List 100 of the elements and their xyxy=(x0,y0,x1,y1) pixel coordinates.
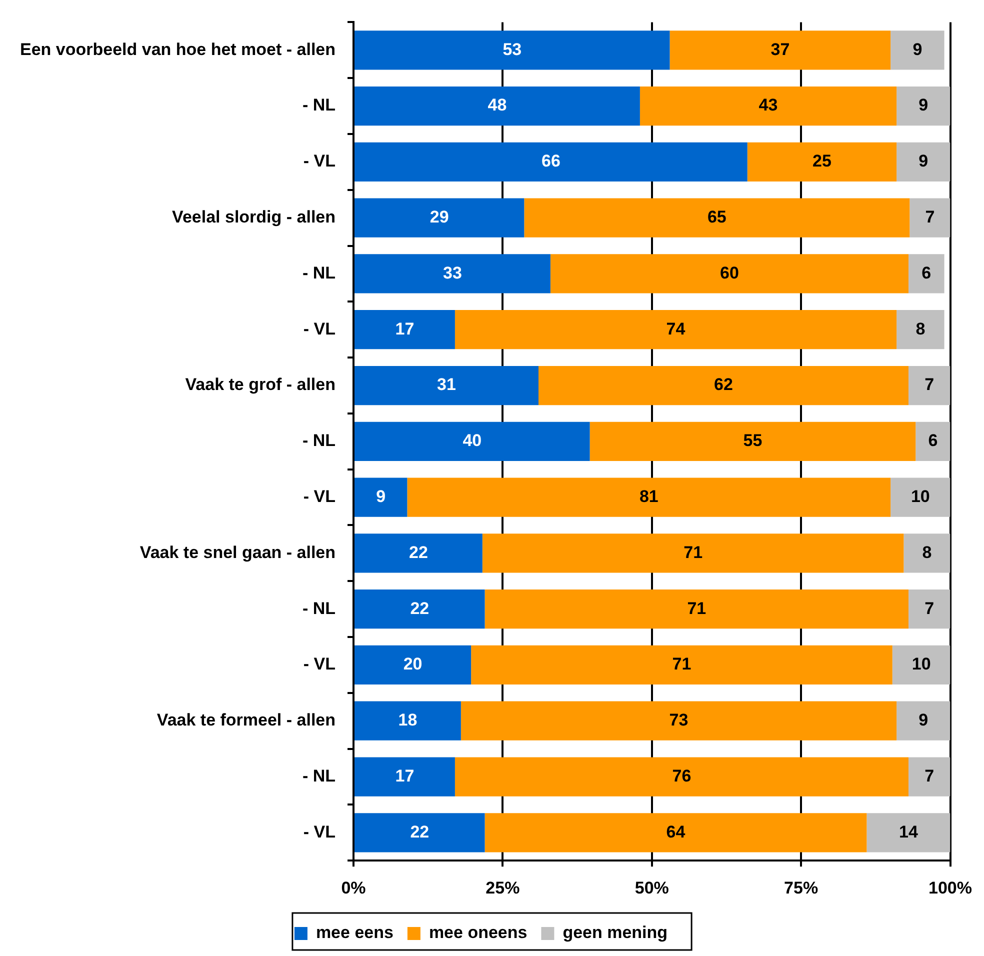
bar xyxy=(916,422,950,461)
y-tick-label: Een voorbeeld van hoe het moet - allen xyxy=(20,40,336,59)
data-label: 64 xyxy=(666,822,686,842)
bar xyxy=(896,86,950,126)
bar xyxy=(354,198,524,238)
bar xyxy=(896,310,944,350)
bar xyxy=(484,590,908,629)
legend-label: geen mening xyxy=(562,923,668,942)
data-label: 25 xyxy=(812,152,832,171)
x-tick-label: 100% xyxy=(928,878,972,898)
data-label: 10 xyxy=(912,654,931,674)
bar xyxy=(670,30,891,70)
data-label: 7 xyxy=(924,598,934,618)
y-tick-label: Vaak te formeel - allen xyxy=(156,710,336,730)
bar xyxy=(910,198,950,238)
bar xyxy=(550,254,908,294)
bar xyxy=(354,813,485,852)
bar xyxy=(908,590,950,629)
data-label: 66 xyxy=(541,152,560,171)
bar xyxy=(354,590,485,629)
bar xyxy=(890,30,944,70)
bar xyxy=(354,645,472,685)
bar xyxy=(354,310,455,350)
bar xyxy=(908,757,950,796)
data-label: 81 xyxy=(639,486,658,506)
bar xyxy=(407,478,891,517)
data-label: 9 xyxy=(918,152,928,171)
y-tick-label: - VL xyxy=(303,654,336,674)
x-tick-label: 50% xyxy=(634,878,669,898)
y-tick-label: - VL xyxy=(303,486,336,506)
x-tick-label: 0% xyxy=(341,878,366,898)
bar xyxy=(354,366,539,406)
bar xyxy=(354,534,482,573)
bar xyxy=(640,86,897,126)
bar xyxy=(454,757,908,796)
bar xyxy=(896,701,950,740)
bar xyxy=(896,142,950,182)
data-label: 40 xyxy=(462,431,482,450)
data-label: 9 xyxy=(376,486,386,506)
data-label: 74 xyxy=(666,319,686,338)
y-tick-label: Veelal slordig - allen xyxy=(172,208,336,227)
y-tick-label: - NL xyxy=(302,431,336,450)
y-tick-label: - NL xyxy=(302,263,336,282)
legend-label: mee oneens xyxy=(428,923,528,942)
data-label: 8 xyxy=(916,319,926,338)
data-label: 71 xyxy=(687,598,706,618)
y-tick-label: Vaak te snel gaan - allen xyxy=(140,542,336,562)
data-label: 20 xyxy=(403,654,422,674)
data-label: 76 xyxy=(672,766,692,786)
data-label: 22 xyxy=(410,598,430,618)
bar xyxy=(471,645,892,685)
bar xyxy=(354,478,408,517)
y-tick-label: - VL xyxy=(303,822,336,842)
bar xyxy=(354,142,748,182)
data-label: 9 xyxy=(918,710,928,730)
bar xyxy=(482,534,904,573)
data-label: 9 xyxy=(918,96,928,115)
data-label: 6 xyxy=(922,263,932,282)
x-tick-label: 25% xyxy=(486,878,520,898)
data-label: 7 xyxy=(924,766,934,786)
bar xyxy=(354,422,590,461)
y-tick-label: - NL xyxy=(302,96,336,115)
data-label: 14 xyxy=(899,822,918,842)
x-tick-label: 75% xyxy=(784,878,818,898)
bar xyxy=(892,645,950,685)
y-tick-label: Vaak te grof - allen xyxy=(185,375,336,394)
data-label: 55 xyxy=(743,431,762,450)
bar xyxy=(354,701,461,740)
bar xyxy=(354,86,640,126)
bar xyxy=(866,813,950,852)
bar xyxy=(460,701,897,740)
data-label: 65 xyxy=(707,208,726,227)
legend-label: mee eens xyxy=(316,923,394,942)
y-tick-label: - NL xyxy=(302,766,336,786)
bar xyxy=(747,142,897,182)
bar xyxy=(354,254,550,294)
bar xyxy=(354,757,455,796)
bar xyxy=(904,534,950,573)
data-label: 62 xyxy=(714,375,733,394)
data-label: 22 xyxy=(409,542,428,562)
bar xyxy=(908,254,944,294)
bar xyxy=(454,310,897,350)
data-label: 60 xyxy=(720,263,739,282)
bar xyxy=(484,813,867,852)
data-label: 48 xyxy=(488,96,507,115)
data-label: 17 xyxy=(395,319,414,338)
data-label: 43 xyxy=(758,96,778,115)
data-label: 31 xyxy=(437,375,456,394)
data-label: 17 xyxy=(395,766,414,786)
data-label: 7 xyxy=(925,208,935,227)
data-label: 37 xyxy=(770,40,790,59)
y-tick-label: - NL xyxy=(302,598,336,618)
data-label: 73 xyxy=(669,710,688,730)
data-label: 10 xyxy=(910,486,930,506)
bar xyxy=(908,366,950,406)
y-tick-label: - VL xyxy=(303,319,336,338)
bar xyxy=(524,198,910,238)
bar xyxy=(590,422,916,461)
data-label: 9 xyxy=(912,40,922,59)
data-label: 71 xyxy=(672,654,692,674)
